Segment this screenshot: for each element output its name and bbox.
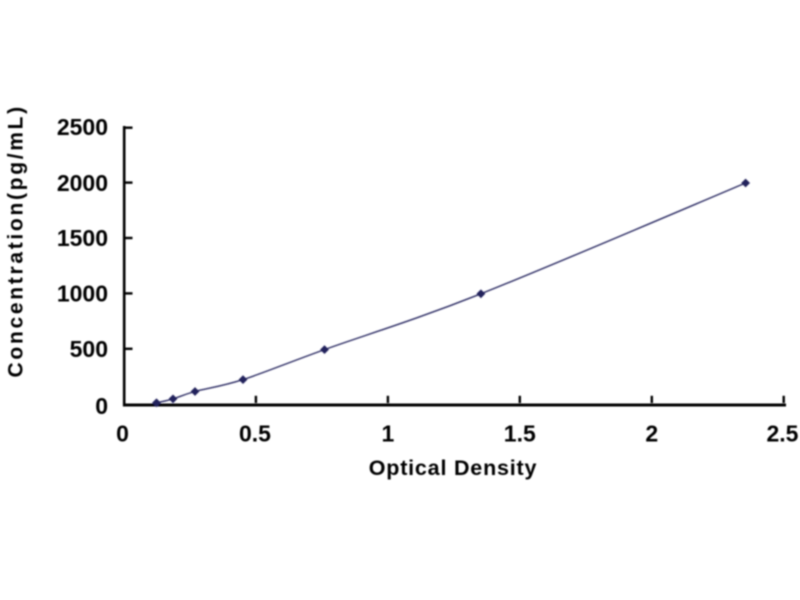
svg-text:Concentration(pg/mL): Concentration(pg/mL): [4, 104, 27, 377]
svg-text:1.5: 1.5: [504, 421, 536, 447]
svg-text:0.5: 0.5: [239, 421, 271, 447]
svg-text:0: 0: [95, 393, 108, 419]
svg-text:2000: 2000: [57, 170, 108, 196]
svg-text:1000: 1000: [57, 280, 108, 306]
svg-text:500: 500: [70, 336, 108, 362]
svg-text:1500: 1500: [57, 225, 108, 251]
svg-text:2500: 2500: [57, 114, 108, 140]
svg-text:Optical Density: Optical Density: [369, 456, 538, 480]
svg-text:2.5: 2.5: [767, 421, 799, 447]
svg-text:2: 2: [645, 421, 658, 447]
svg-text:0: 0: [116, 421, 129, 447]
svg-text:1: 1: [382, 421, 395, 447]
